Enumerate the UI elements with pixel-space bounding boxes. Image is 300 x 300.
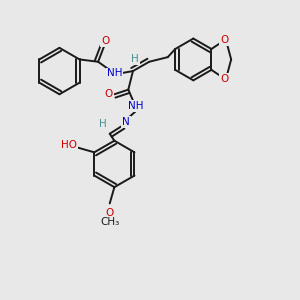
Text: NH: NH xyxy=(106,68,122,78)
Text: O: O xyxy=(220,35,228,45)
Text: N: N xyxy=(122,117,130,127)
Text: HO: HO xyxy=(61,140,77,150)
Text: CH₃: CH₃ xyxy=(100,217,119,227)
Text: O: O xyxy=(220,74,228,84)
Text: H: H xyxy=(99,119,106,130)
Text: NH: NH xyxy=(128,101,143,111)
Text: O: O xyxy=(106,208,114,218)
Text: O: O xyxy=(104,89,113,99)
Text: O: O xyxy=(101,36,109,46)
Text: H: H xyxy=(131,54,139,64)
